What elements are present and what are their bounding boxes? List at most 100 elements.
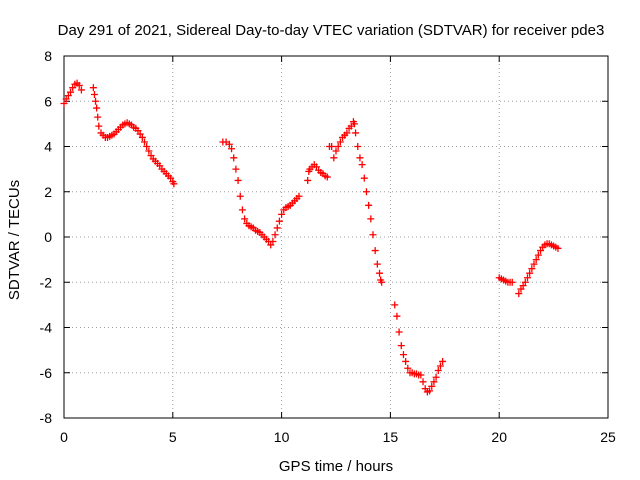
data-point-marker bbox=[521, 278, 529, 286]
data-point-marker bbox=[75, 81, 83, 89]
data-point-marker bbox=[141, 138, 149, 146]
y-tick-label: -4 bbox=[40, 320, 53, 336]
data-point-marker bbox=[328, 143, 336, 150]
data-point-marker bbox=[534, 251, 542, 259]
data-point-marker bbox=[378, 278, 386, 286]
data-point-marker bbox=[271, 231, 279, 239]
data-point-marker bbox=[508, 278, 516, 286]
data-point-marker bbox=[92, 97, 100, 105]
data-point-marker bbox=[295, 192, 303, 200]
data-point-marker bbox=[273, 224, 281, 232]
data-point-marker bbox=[404, 364, 412, 372]
data-point-marker bbox=[352, 129, 360, 137]
data-point-marker bbox=[402, 357, 410, 365]
data-point-marker bbox=[523, 274, 531, 282]
data-point-marker bbox=[238, 206, 246, 214]
data-point-marker bbox=[232, 165, 240, 173]
data-point-marker bbox=[430, 378, 438, 386]
data-point-marker bbox=[428, 382, 436, 390]
data-point-marker bbox=[526, 269, 534, 277]
data-point-marker bbox=[278, 210, 286, 218]
y-tick-label: -8 bbox=[40, 410, 53, 426]
x-tick-label: 5 bbox=[169, 429, 177, 445]
data-point-marker bbox=[354, 143, 362, 150]
data-point-marker bbox=[90, 90, 98, 98]
data-point-marker bbox=[397, 342, 405, 350]
data-point-marker bbox=[356, 154, 364, 162]
data-point-marker bbox=[241, 215, 249, 223]
x-axis-label: GPS time / hours bbox=[279, 458, 393, 475]
data-point-marker bbox=[395, 328, 403, 336]
data-point-marker bbox=[399, 351, 407, 359]
data-point-marker bbox=[138, 133, 146, 141]
data-point-marker bbox=[145, 147, 153, 155]
data-point-marker bbox=[323, 173, 331, 181]
y-tick-label: -6 bbox=[40, 365, 53, 381]
chart-title: Day 291 of 2021, Sidereal Day-to-day VTE… bbox=[58, 22, 605, 39]
data-point-marker bbox=[360, 174, 368, 182]
axis-ticks: 0 5 10 15 20 25 -8 -6 -4 -2 0 2 4 6 8 bbox=[40, 48, 616, 445]
data-point-marker bbox=[143, 143, 151, 150]
data-point-marker bbox=[367, 215, 375, 223]
data-point-marker bbox=[528, 265, 536, 273]
data-point-marker bbox=[432, 373, 440, 381]
data-point-marker bbox=[343, 129, 351, 137]
data-point-marker bbox=[228, 145, 236, 153]
data-point-marker bbox=[170, 180, 178, 188]
data-point-marker bbox=[334, 143, 342, 150]
data-point-marker bbox=[532, 256, 540, 264]
data-point-marker bbox=[373, 260, 381, 268]
data-point-marker bbox=[304, 176, 312, 184]
y-tick-label: 0 bbox=[44, 229, 52, 245]
plot-frame bbox=[63, 55, 609, 419]
data-point-marker bbox=[515, 290, 523, 298]
x-tick-label: 15 bbox=[383, 429, 399, 445]
data-point-marker bbox=[391, 301, 399, 309]
y-tick-label: 2 bbox=[44, 184, 52, 200]
data-point-marker bbox=[93, 104, 101, 112]
data-point-marker bbox=[225, 140, 233, 148]
data-point-marker bbox=[234, 176, 242, 184]
data-point-marker bbox=[330, 154, 338, 162]
data-point-marker bbox=[67, 88, 75, 96]
data-point-marker bbox=[236, 192, 244, 200]
data-point-marker bbox=[269, 238, 277, 246]
data-point-marker bbox=[369, 231, 377, 239]
data-point-marker bbox=[275, 217, 283, 225]
data-point-marker bbox=[332, 147, 340, 155]
y-tick-label: 6 bbox=[44, 93, 52, 109]
y-tick-label: 8 bbox=[44, 48, 52, 64]
data-point-marker bbox=[60, 100, 68, 108]
data-point-marker bbox=[95, 122, 103, 130]
x-tick-label: 20 bbox=[491, 429, 507, 445]
data-points bbox=[60, 79, 562, 396]
grid bbox=[64, 56, 608, 418]
data-point-marker bbox=[365, 201, 373, 209]
data-point-marker bbox=[358, 161, 366, 169]
data-point-marker bbox=[554, 244, 562, 252]
y-axis-label: SDTVAR / TECUs bbox=[6, 180, 23, 300]
data-point-marker bbox=[230, 154, 238, 162]
data-point-marker bbox=[376, 269, 384, 277]
data-point-marker bbox=[439, 357, 447, 365]
data-point-marker bbox=[350, 120, 358, 128]
data-point-marker bbox=[362, 188, 370, 196]
y-tick-label: -2 bbox=[40, 274, 53, 290]
data-point-marker bbox=[371, 247, 379, 255]
data-point-marker bbox=[89, 84, 97, 92]
data-point-marker bbox=[417, 371, 425, 379]
data-point-marker bbox=[94, 113, 102, 121]
x-tick-label: 10 bbox=[274, 429, 290, 445]
data-point-marker bbox=[426, 387, 434, 395]
x-tick-label: 25 bbox=[600, 429, 616, 445]
data-point-marker bbox=[530, 260, 538, 268]
data-point-marker bbox=[336, 138, 344, 146]
data-point-marker bbox=[77, 86, 85, 94]
data-point-marker bbox=[436, 362, 444, 370]
y-tick-label: 4 bbox=[44, 139, 52, 155]
data-point-marker bbox=[393, 312, 401, 320]
data-point-marker bbox=[434, 366, 442, 374]
x-tick-label: 0 bbox=[60, 429, 68, 445]
data-point-marker bbox=[419, 378, 427, 386]
